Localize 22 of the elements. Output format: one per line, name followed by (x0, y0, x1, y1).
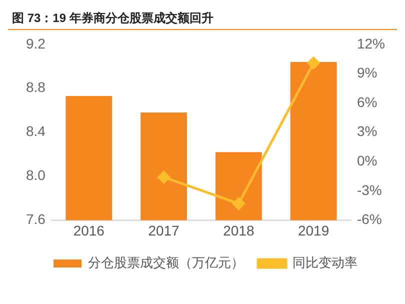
y2-tick-label: 6% (356, 94, 378, 110)
x-tick-label: 2018 (223, 222, 254, 238)
x-tick-label: 2016 (73, 222, 105, 238)
y2-tick-label: -3% (356, 182, 382, 198)
x-tick-label: 2017 (148, 222, 180, 238)
y-tick-label: 8.0 (26, 167, 46, 184)
x-tick-label: 2019 (298, 222, 330, 238)
y2-tick-label: 0% (356, 152, 378, 168)
y2-tick-label: 3% (356, 123, 378, 140)
point (158, 170, 170, 184)
legend-label: 分仓股票成交额（万亿元） (88, 255, 244, 270)
y-tick-label: 8.4 (26, 123, 46, 140)
point (307, 56, 320, 70)
y-tick-label: 8.8 (26, 79, 46, 96)
chart-title: 图 73：19 年券商分仓股票成交额回升 (8, 8, 397, 30)
y2-tick-label: 12% (356, 35, 386, 52)
y-tick-label: 9.2 (26, 35, 46, 52)
y2-tick-label: -6% (356, 211, 382, 228)
y-tick-label: 7.6 (26, 211, 46, 228)
y2-tick-label: 9% (356, 64, 378, 81)
legend-label: 同比变动率 (292, 255, 358, 270)
point (232, 197, 245, 210)
